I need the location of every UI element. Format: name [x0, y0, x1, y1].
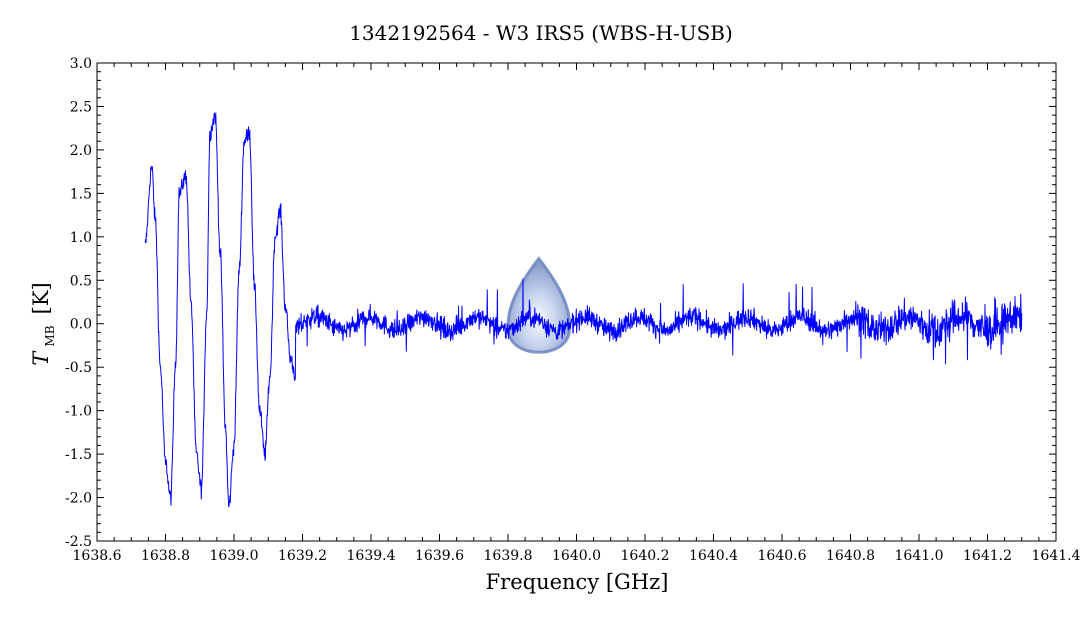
x-axis-label: Frequency [GHz] — [486, 570, 669, 594]
y-tick-label: -1.0 — [65, 404, 92, 420]
y-tick-label: 0.0 — [70, 317, 92, 333]
x-tick-label: 1640.4 — [689, 548, 738, 564]
x-tick-label: 1640.2 — [621, 548, 670, 564]
svg-text:T MB [K]: T MB [K] — [29, 282, 58, 365]
y-tick-label: 2.0 — [70, 143, 92, 159]
y-tick-label: -1.5 — [65, 447, 92, 463]
y-axis-label-unit: [K] — [29, 282, 53, 314]
x-tick-label: 1639.0 — [210, 548, 259, 564]
y-axis-label-subscript: MB — [43, 325, 57, 346]
y-axis-label-symbol: T — [29, 350, 53, 366]
y-tick-label: -0.5 — [65, 360, 92, 376]
x-tick-label: 1640.6 — [758, 548, 807, 564]
x-tick-label: 1641.0 — [895, 548, 944, 564]
chart-title: 1342192564 - W3 IRS5 (WBS-H-USB) — [349, 21, 733, 45]
plot-area — [144, 112, 1023, 508]
x-tick-label: 1641.4 — [1032, 548, 1080, 564]
droplet-marker — [506, 256, 572, 354]
x-tick-label: 1641.2 — [963, 548, 1012, 564]
y-tick-label: 3.0 — [70, 56, 92, 72]
x-tick-label: 1639.2 — [278, 548, 327, 564]
x-tick-label: 1639.6 — [415, 548, 464, 564]
y-tick-group: -2.5 -2.0 -1.5 -1.0 -0.5 0.0 0.5 1.0 1.5 2.0 2.5 3.… — [65, 56, 1056, 550]
y-axis-label: T MB [K] — [29, 282, 58, 365]
plot-frame — [96, 62, 1057, 542]
y-tick-label: -2.5 — [65, 534, 92, 550]
x-tick-group: 1638.6 1638.8 1639.0 1639.2 1639.4 1639.6 1639… — [73, 63, 1080, 564]
droplet-marker-shape — [506, 256, 572, 354]
y-tick-label: -2.0 — [65, 491, 92, 507]
y-tick-label: 0.5 — [70, 273, 92, 289]
x-tick-label: 1639.4 — [347, 548, 396, 564]
y-tick-label: 1.0 — [70, 230, 92, 246]
x-tick-label: 1639.8 — [484, 548, 533, 564]
x-tick-label: 1640.0 — [552, 548, 601, 564]
x-tick-label: 1638.6 — [73, 548, 122, 564]
series-line — [144, 112, 1023, 508]
x-tick-label: 1640.8 — [826, 548, 875, 564]
y-tick-label: 1.5 — [70, 186, 92, 202]
x-tick-label: 1638.8 — [141, 548, 190, 564]
y-tick-label: 2.5 — [70, 99, 92, 115]
